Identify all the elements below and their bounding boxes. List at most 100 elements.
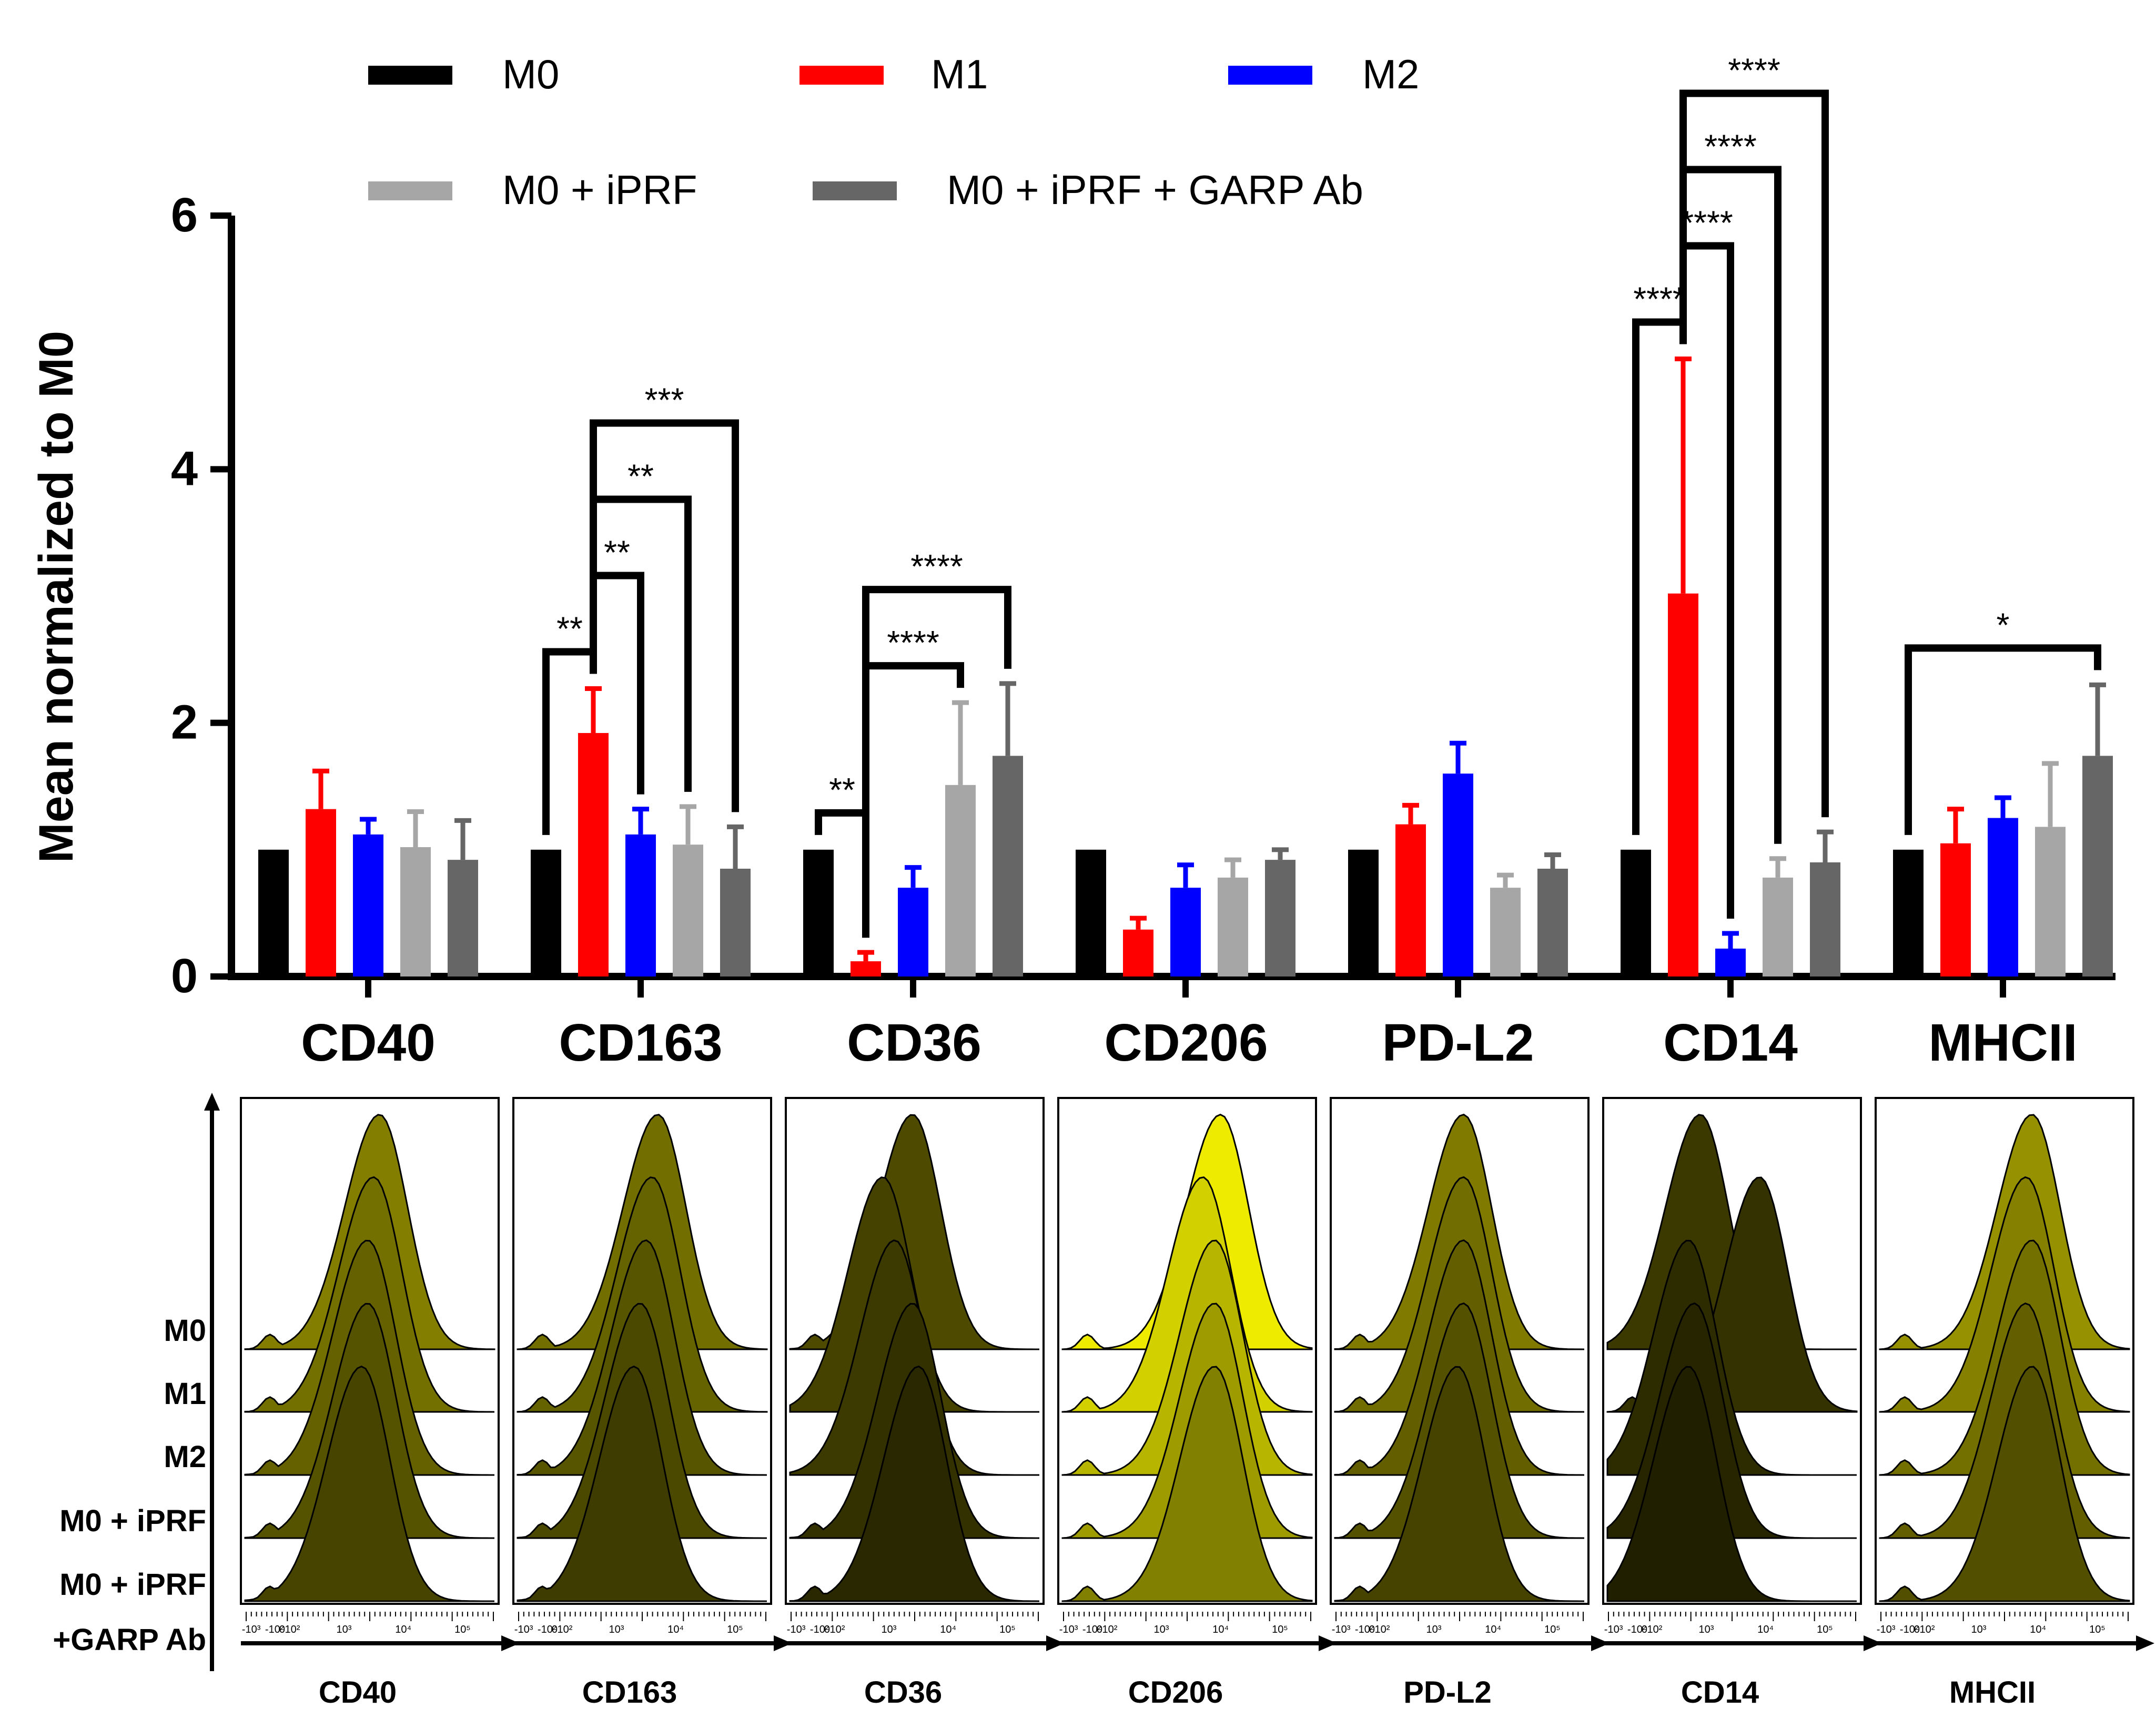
histogram-label-cd163: CD163 <box>582 1675 677 1709</box>
category-ticks <box>365 976 2006 998</box>
histogram-tick-label: 10³ <box>882 1624 897 1635</box>
histogram-curve-cd40-m0-iprf-garp-ab <box>244 1365 494 1602</box>
bar-m0-iprf-garp-ab-cd40 <box>448 860 478 976</box>
bar-m0-iprf-garp-ab-pd-l2 <box>1537 869 1568 976</box>
histogram-label-cd36: CD36 <box>864 1675 942 1709</box>
legend-swatch-m0-iprf <box>368 181 452 200</box>
histogram-tick-label: -10² <box>810 1624 829 1635</box>
bar-m0-mhcii <box>1893 849 1924 976</box>
bar-m0-iprf-cd206 <box>1218 877 1248 976</box>
bar-m1-cd14 <box>1668 593 1698 976</box>
bar-m0-cd206 <box>1076 849 1106 976</box>
histogram-tick-label: 0 <box>1097 1624 1102 1635</box>
row-label-m0: M0 <box>164 1314 206 1348</box>
histogram-y-axis <box>204 1093 220 1671</box>
significance-label-cd36-2: **** <box>887 624 939 662</box>
bar-m1-mhcii <box>1940 843 1971 976</box>
legend-label-m0-iprf: M0 + iPRF <box>502 167 697 213</box>
category-label-cd36: CD36 <box>847 1013 981 1072</box>
significance-label-cd14-2: **** <box>1681 204 1733 242</box>
bar-m0-pd-l2 <box>1348 849 1379 976</box>
histogram-x-arrow-cd36 <box>1046 1635 1065 1651</box>
category-label-mhcii: MHCII <box>1928 1013 2077 1072</box>
bar-m1-cd163 <box>578 733 609 976</box>
significance-bracket-cd14-4 <box>1679 89 1829 818</box>
bar-m2-cd40 <box>353 834 383 976</box>
histogram-tick-label: 10⁴ <box>940 1624 956 1635</box>
bar-m0-iprf-garp-ab-cd163 <box>720 869 751 976</box>
histogram-tick-label: 10² <box>1920 1624 1935 1635</box>
histogram-curve-mhcii-m0-iprf <box>1879 1302 2130 1539</box>
histogram-tick-label: 0 <box>1914 1624 1920 1635</box>
y-tick-label: 4 <box>171 442 198 495</box>
histogram-curve-cd206-m0-iprf-garp-ab <box>1061 1366 1313 1602</box>
category-label-cd40: CD40 <box>301 1013 436 1072</box>
histogram-curve-cd206-m2 <box>1061 1239 1313 1476</box>
histogram-tick-label: 0 <box>1369 1624 1375 1635</box>
category-label-cd163: CD163 <box>559 1013 722 1072</box>
histogram-curve-pd-l2-m0-iprf-garp-ab <box>1334 1366 1584 1602</box>
histogram-tick-label: 10⁵ <box>1817 1624 1833 1635</box>
histogram-marker-labels: CD40 CD163 CD36 CD206 PD-L2 CD14 MHCII <box>319 1675 2036 1709</box>
histogram-tick-label: 10⁴ <box>1212 1624 1229 1635</box>
histogram-curve-cd206-m1 <box>1061 1176 1313 1413</box>
bar-m0-iprf-pd-l2 <box>1490 888 1521 976</box>
histogram-y-axis-arrow <box>204 1093 220 1111</box>
significance-bracket-cd36-3 <box>862 586 1011 938</box>
histogram-tick-label: 10² <box>1102 1624 1118 1635</box>
histogram-x-arrow-pd-l2 <box>1591 1635 1610 1651</box>
significance-label-mhcii-1: * <box>1997 606 2010 644</box>
legend-label-m0-iprf-garp: M0 + iPRF + GARP Ab <box>947 167 1363 213</box>
error-bars <box>312 357 2106 962</box>
histogram-tick-label: 10⁴ <box>395 1624 411 1635</box>
row-label-garp-ab: +GARP Ab <box>53 1623 206 1657</box>
significance-brackets: ************************************ <box>542 52 2101 938</box>
histogram-x-arrow-cd206 <box>1319 1635 1337 1651</box>
histogram-tick-label: -10³ <box>242 1624 261 1635</box>
histogram-label-cd40: CD40 <box>319 1675 397 1709</box>
histogram-curve-cd163-m0-iprf-garp-ab <box>517 1365 767 1602</box>
histogram-curve-mhcii-m0-iprf-garp-ab <box>1879 1366 2130 1602</box>
bar-m1-cd206 <box>1123 929 1153 976</box>
legend-label-m1: M1 <box>931 51 988 97</box>
histogram-row-labels: M0 M1 M2 M0 + iPRF M0 + iPRF +GARP Ab <box>53 1314 206 1657</box>
histogram-curve-cd14-m0-iprf-garp-ab <box>1606 1366 1857 1602</box>
bar-m1-cd40 <box>306 809 336 976</box>
legend-swatch-m0 <box>368 66 452 85</box>
histogram-tick-label: 10⁵ <box>1272 1624 1288 1635</box>
histogram-x-arrow-cd163 <box>774 1635 792 1651</box>
histogram-tick-label: 10⁵ <box>727 1624 743 1635</box>
significance-label-cd14-1: **** <box>1633 280 1686 318</box>
histogram-tick-label: 10³ <box>337 1624 352 1635</box>
legend-swatch-m0-iprf-garp <box>813 181 897 200</box>
histogram-tick-label: 10⁴ <box>2030 1624 2046 1635</box>
histogram-label-mhcii: MHCII <box>1949 1675 2036 1709</box>
histogram-tick-label: 0 <box>279 1624 285 1635</box>
y-tick-label: 6 <box>171 188 198 242</box>
legend-label-m2: M2 <box>1362 51 1419 97</box>
significance-label-cd36-3: **** <box>910 547 963 585</box>
y-tick-label: 2 <box>171 696 198 749</box>
category-label-cd14: CD14 <box>1663 1013 1798 1072</box>
bar-m1-cd36 <box>851 961 881 976</box>
histogram-tick-label: 10⁵ <box>2089 1624 2106 1635</box>
histogram-tick-label: -10² <box>1355 1624 1374 1635</box>
histogram-x-arrow-cd40 <box>501 1635 520 1651</box>
significance-label-cd163-1: ** <box>556 610 583 648</box>
bar-m0-iprf-cd36 <box>945 785 976 976</box>
histogram-tick-label: -10³ <box>1877 1624 1896 1635</box>
bar-m2-cd36 <box>898 888 928 976</box>
bar-m2-cd163 <box>625 834 656 976</box>
significance-label-cd14-4: **** <box>1728 52 1780 89</box>
histogram-tick-label: 10⁵ <box>1544 1624 1561 1635</box>
histogram-tick-label: 10³ <box>1699 1624 1714 1635</box>
row-label-m2: M2 <box>164 1440 206 1474</box>
histogram-label-cd14: CD14 <box>1681 1675 1759 1709</box>
bars <box>258 593 2113 976</box>
bar-m0-cd14 <box>1621 849 1651 976</box>
significance-label-cd163-4: *** <box>645 381 684 419</box>
significance-label-cd36-1: ** <box>829 771 855 809</box>
